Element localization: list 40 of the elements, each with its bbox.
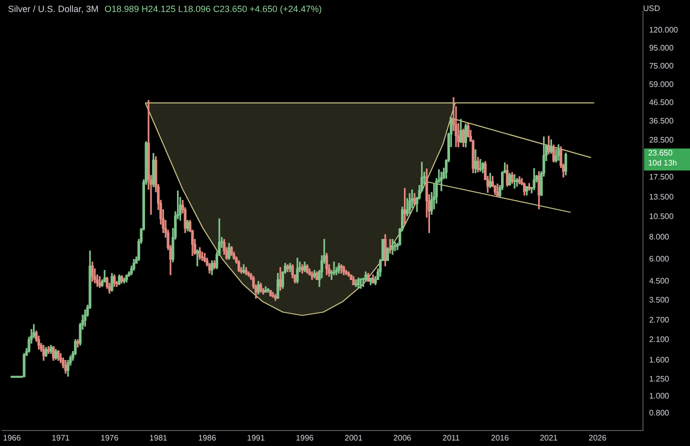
x-tick-label: 2001 (344, 433, 363, 442)
text: 23.650 (648, 148, 674, 158)
y-tick-label: 1.250 (649, 374, 670, 384)
y-tick-label: 95.000 (649, 43, 674, 52)
y-tick-label: 120.000 (649, 26, 679, 35)
y-tick-label: 2.700 (649, 316, 670, 325)
x-tick-label: 2006 (393, 433, 412, 442)
y-tick-label: 10.500 (649, 212, 674, 221)
y-tick-label: 1.000 (649, 391, 670, 400)
y-tick-label: 4.500 (649, 276, 670, 286)
x-tick-label: 2016 (491, 433, 510, 442)
x-tick-label: 1991 (247, 433, 266, 442)
y-tick-label: 17.500 (649, 172, 674, 182)
x-tick-label: 1986 (198, 433, 217, 442)
chart-subtitle: O18.989 H24.125 L18.096 C23.650 +4.650 (+24.47%) (104, 4, 322, 14)
y-tick-label: 2.100 (649, 334, 670, 344)
y-tick-label: 13.500 (649, 192, 674, 202)
y-tick-label: 6.000 (649, 254, 670, 264)
y-tick-label: 8.000 (649, 232, 670, 242)
x-tick-label: 1971 (52, 433, 70, 442)
candlestick (513, 174, 516, 189)
x-tick-label: 1976 (100, 433, 119, 442)
y-tick-label: 36.500 (649, 116, 674, 126)
y-tick-label: 75.000 (649, 61, 674, 70)
y-axis-title: USD (643, 4, 660, 13)
y-tick-label: 3.500 (649, 296, 670, 305)
chart-title: Silver / U.S. Dollar, 3M (8, 4, 99, 14)
y-tick-label: 28.500 (649, 135, 674, 144)
x-tick-label: 1996 (296, 433, 314, 442)
y-tick-label: 1.600 (649, 356, 670, 365)
x-tick-label: 2021 (540, 433, 558, 442)
candlestick (394, 242, 396, 252)
x-tick-label: 2011 (442, 433, 460, 442)
y-tick-label: 46.500 (649, 98, 674, 108)
text: 10d 13h (648, 158, 678, 168)
x-tick-label: 2026 (588, 433, 607, 442)
x-tick-label: 1966 (3, 433, 22, 442)
y-tick-label: 0.800 (649, 408, 670, 418)
x-tick-label: 1981 (149, 433, 168, 442)
y-tick-label: 59.000 (649, 80, 674, 89)
